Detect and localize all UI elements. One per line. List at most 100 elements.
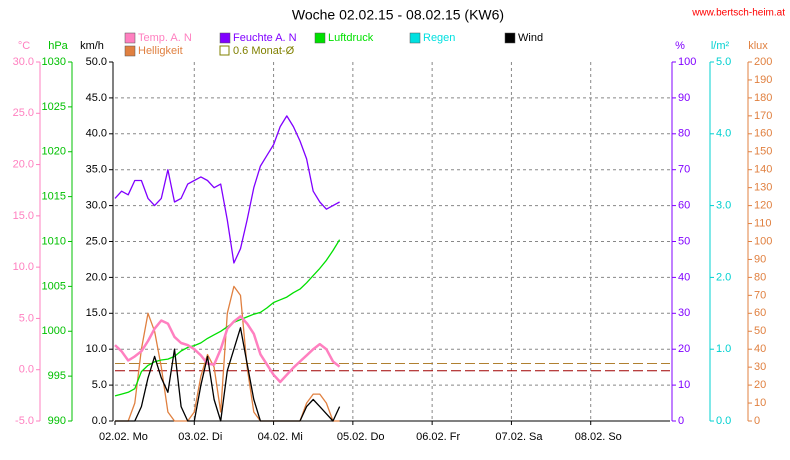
tick-label: 990: [48, 415, 66, 427]
tick-label: 1015: [42, 191, 66, 203]
legend-label: Regen: [423, 32, 455, 44]
axis-label: °C: [18, 40, 30, 52]
tick-label: 2.0: [716, 271, 731, 283]
tick-label: 20: [678, 343, 690, 355]
tick-label: 150: [754, 146, 772, 158]
tick-label: 30: [678, 307, 690, 319]
tick-label: 25.0: [86, 235, 107, 247]
legend-label: Feuchte A. N: [233, 32, 297, 44]
x-tick-label: 08.02. So: [575, 431, 622, 443]
tick-label: 130: [754, 182, 772, 194]
legend-swatch: [219, 45, 230, 56]
tick-label: 10.0: [86, 343, 107, 355]
tick-label: 50.0: [86, 56, 107, 68]
tick-label: 20.0: [86, 271, 107, 283]
tick-label: 35.0: [86, 164, 107, 176]
legend-swatch: [219, 32, 231, 44]
legend-label: Wind: [518, 32, 543, 44]
tick-label: 50: [678, 235, 690, 247]
chart-title: Woche 02.02.15 - 08.02.15 (KW6): [292, 7, 504, 23]
tick-label: 5.0: [92, 379, 107, 391]
legend-swatch: [409, 32, 421, 44]
tick-label: 200: [754, 56, 772, 68]
tick-label: 995: [48, 370, 66, 382]
source-link: www.bertsch-heim.at: [691, 8, 785, 19]
tick-label: 80: [678, 128, 690, 140]
axis-label: hPa: [48, 40, 68, 52]
tick-label: 1020: [42, 146, 66, 158]
legend-swatch: [124, 32, 136, 44]
legend-swatch: [504, 32, 516, 44]
legend-label: Luftdruck: [328, 32, 374, 44]
tick-label: 190: [754, 74, 772, 86]
x-tick-label: 02.02. Mo: [99, 431, 148, 443]
x-tick-label: 03.02. Di: [178, 431, 222, 443]
tick-label: 60: [678, 200, 690, 212]
tick-label: 100: [754, 235, 772, 247]
legend-swatch: [124, 45, 136, 57]
tick-label: 4.0: [716, 128, 731, 140]
series-line: [114, 115, 340, 264]
tick-label: 45.0: [86, 92, 107, 104]
x-tick-label: 05.02. Do: [337, 431, 385, 443]
tick-label: 50: [754, 325, 766, 337]
tick-label: 40.0: [86, 128, 107, 140]
tick-label: 30: [754, 361, 766, 373]
x-tick-label: 07.02. Sa: [495, 431, 543, 443]
tick-label: 15.0: [86, 307, 107, 319]
tick-label: 30.0: [13, 56, 34, 68]
tick-label: 5.0: [716, 56, 731, 68]
tick-label: 20.0: [13, 158, 34, 170]
axis-label: l/m²: [711, 40, 730, 52]
tick-label: 40: [678, 271, 690, 283]
series-line: [115, 327, 341, 422]
tick-label: 0: [678, 415, 684, 427]
tick-label: 40: [754, 343, 766, 355]
x-tick-label: 04.02. Mi: [258, 431, 303, 443]
tick-label: 1000: [42, 325, 66, 337]
tick-label: 15.0: [13, 210, 34, 222]
series-line: [114, 315, 341, 384]
tick-label: 0: [754, 415, 760, 427]
tick-label: 90: [678, 92, 690, 104]
axis-label: %: [675, 40, 685, 52]
tick-label: 1005: [42, 280, 66, 292]
tick-label: 170: [754, 110, 772, 122]
tick-label: 25.0: [13, 107, 34, 119]
tick-label: 60: [754, 307, 766, 319]
axis-label: km/h: [80, 40, 104, 52]
tick-label: 0.0: [19, 364, 34, 376]
tick-label: 3.0: [716, 200, 731, 212]
legend-swatch: [314, 32, 326, 44]
tick-label: 1.0: [716, 343, 731, 355]
tick-label: 0.0: [92, 415, 107, 427]
tick-label: 140: [754, 164, 772, 176]
tick-label: 0.0: [716, 415, 731, 427]
tick-label: 10.0: [13, 261, 34, 273]
tick-label: 70: [678, 164, 690, 176]
tick-label: 80: [754, 271, 766, 283]
tick-label: 5.0: [19, 312, 34, 324]
tick-label: 1030: [42, 56, 66, 68]
tick-label: 20: [754, 379, 766, 391]
tick-label: 30.0: [86, 200, 107, 212]
tick-label: 10: [754, 397, 766, 409]
tick-label: 70: [754, 289, 766, 301]
tick-label: 10: [678, 379, 690, 391]
tick-label: 110: [754, 217, 772, 229]
tick-label: 90: [754, 253, 766, 265]
legend-label: Temp. A. N: [138, 32, 192, 44]
legend-label: Helligkeit: [138, 45, 183, 57]
tick-label: 100: [678, 56, 696, 68]
x-tick-label: 06.02. Fr: [416, 431, 460, 443]
tick-label: 1025: [42, 101, 66, 113]
tick-label: 1010: [42, 235, 66, 247]
tick-label: 160: [754, 128, 772, 140]
tick-label: -5.0: [15, 415, 34, 427]
legend-label: 0.6 Monat-Ø: [233, 45, 295, 57]
tick-label: 120: [754, 200, 772, 212]
axis-label: klux: [748, 40, 768, 52]
